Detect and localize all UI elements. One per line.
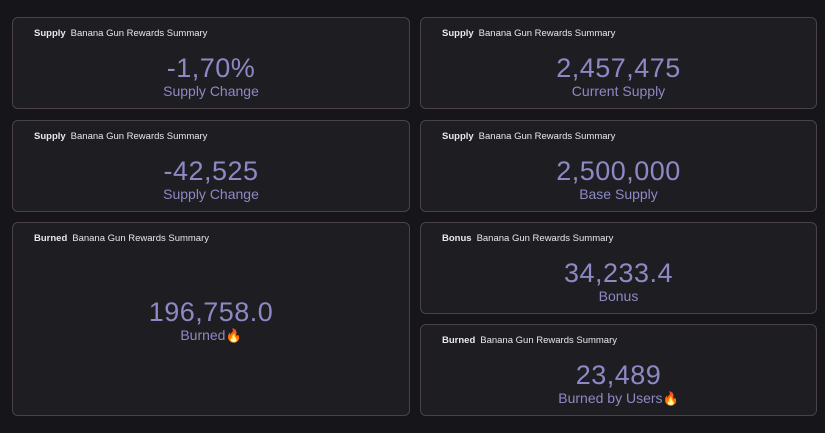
- card-header: Supply Banana Gun Rewards Summary: [34, 28, 207, 39]
- fire-icon: 🔥: [225, 329, 242, 344]
- card-subtitle: Banana Gun Rewards Summary: [70, 131, 208, 142]
- metric-value: 34,233.4: [563, 258, 674, 288]
- card-header: Supply Banana Gun Rewards Summary: [442, 28, 615, 39]
- card-subtitle: Banana Gun Rewards Summary: [480, 335, 618, 346]
- card-header: Bonus Banana Gun Rewards Summary: [442, 233, 613, 244]
- card-category: Supply: [34, 131, 66, 142]
- card-subtitle: Banana Gun Rewards Summary: [478, 131, 616, 142]
- card-header: Burned Banana Gun Rewards Summary: [442, 335, 617, 346]
- card-header: Burned Banana Gun Rewards Summary: [34, 233, 209, 244]
- current-supply-card: Supply Banana Gun Rewards Summary 2,457,4…: [420, 17, 817, 109]
- card-category: Supply: [442, 131, 474, 142]
- card-header: Supply Banana Gun Rewards Summary: [442, 131, 615, 142]
- card-subtitle: Banana Gun Rewards Summary: [70, 28, 208, 39]
- metric-label: Bonus: [598, 288, 639, 304]
- metric-label: Burned🔥: [13, 327, 409, 345]
- metric-label-text: Burned: [180, 327, 226, 343]
- card-category: Supply: [442, 28, 474, 39]
- card-subtitle: Banana Gun Rewards Summary: [72, 233, 210, 244]
- burned-total-card: Burned Banana Gun Rewards Summary 196,758…: [12, 222, 410, 416]
- metric-label: Supply Change: [163, 186, 259, 202]
- card-category: Bonus: [442, 233, 472, 244]
- bonus-card: Bonus Banana Gun Rewards Summary 34,233.4…: [420, 222, 817, 314]
- metric-label: Current Supply: [571, 83, 666, 99]
- card-category: Burned: [34, 233, 68, 244]
- metric-label: Base Supply: [579, 186, 658, 202]
- card-subtitle: Banana Gun Rewards Summary: [476, 233, 614, 244]
- card-category: Burned: [442, 335, 476, 346]
- burned-by-users-card: Burned Banana Gun Rewards Summary 23,489 …: [420, 324, 817, 416]
- card-category: Supply: [34, 28, 66, 39]
- card-subtitle: Banana Gun Rewards Summary: [478, 28, 616, 39]
- metric-value: 2,500,000: [556, 156, 681, 186]
- base-supply-card: Supply Banana Gun Rewards Summary 2,500,0…: [420, 120, 817, 212]
- metric-value: 196,758.0: [148, 297, 274, 327]
- metric-value: -1,70%: [166, 53, 256, 83]
- metric-value: -42,525: [163, 156, 259, 186]
- supply-change-amount-card: Supply Banana Gun Rewards Summary -42,525…: [12, 120, 410, 212]
- metric-label: Supply Change: [163, 83, 259, 99]
- metric-value: 23,489: [575, 360, 662, 390]
- card-header: Supply Banana Gun Rewards Summary: [34, 131, 207, 142]
- metric-label-text: Burned by Users: [558, 390, 663, 406]
- supply-change-percent-card: Supply Banana Gun Rewards Summary -1,70% …: [12, 17, 410, 109]
- metric-label: Burned by Users🔥: [421, 390, 816, 408]
- metric-value: 2,457,475: [556, 53, 681, 83]
- fire-icon: 🔥: [662, 392, 679, 407]
